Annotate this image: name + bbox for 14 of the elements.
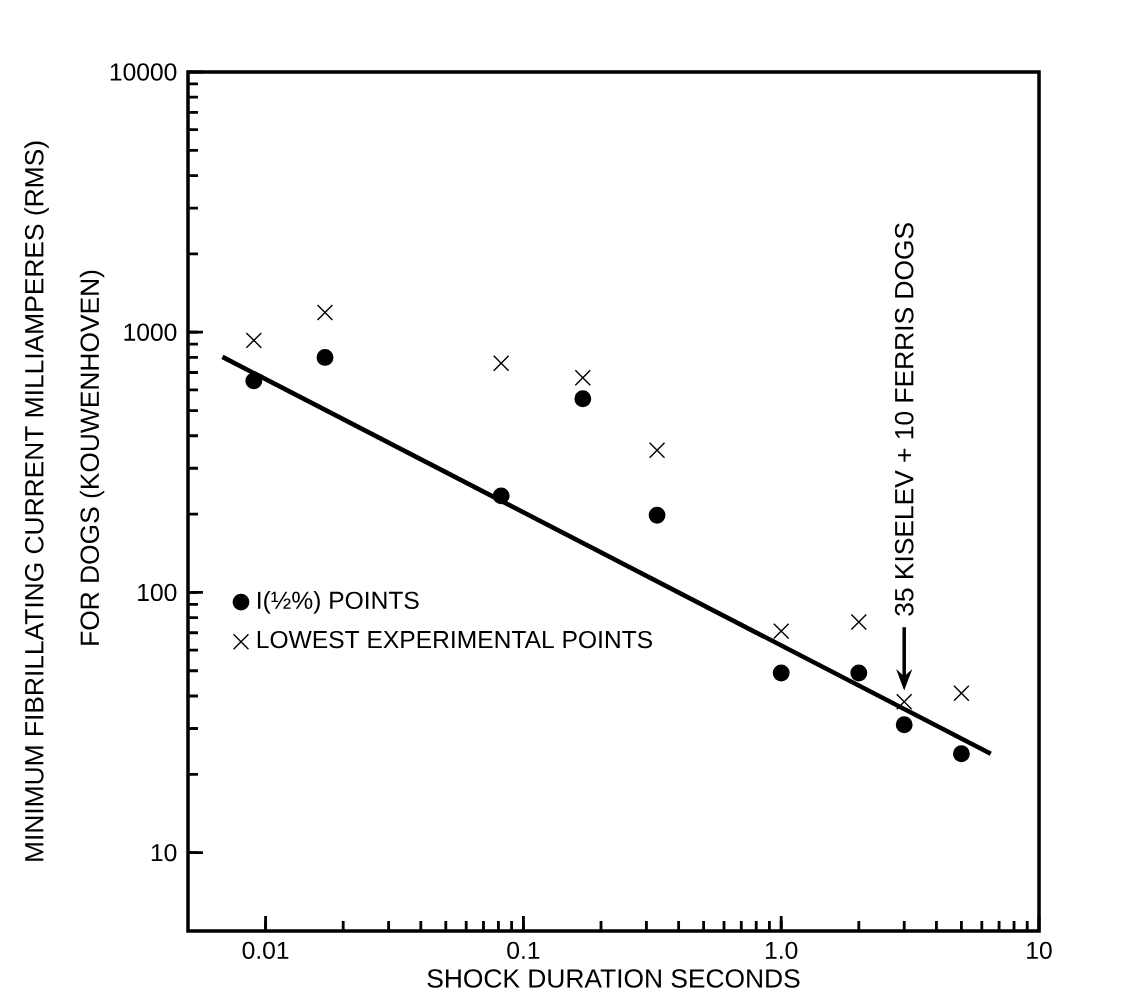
x-tick-label: 0.1 bbox=[507, 941, 540, 960]
legend-label: I(½%) POINTS bbox=[258, 590, 419, 614]
y-tick-label: 10 bbox=[151, 843, 177, 862]
x-tick-label: 0.01 bbox=[242, 941, 289, 960]
x-tick-label: 1.0 bbox=[765, 941, 798, 960]
x-axis-title: SHOCK DURATION SECONDS bbox=[427, 969, 800, 988]
legend-label: LOWEST EXPERIMENTAL POINTS bbox=[257, 630, 652, 649]
text: FOR DOGS (KOUWENHOVEN) bbox=[79, 270, 105, 645]
x-tick-label: 10 bbox=[1027, 941, 1052, 960]
annotation: 35 KISELEV + 10 FERRIS DOGS bbox=[894, 223, 914, 616]
y-tick-label: 100 bbox=[138, 583, 177, 602]
y-tick-label: 10000 bbox=[110, 63, 177, 81]
y-axis-title: MINIMUM FIBRILLATING CURRENT MILLIAMPERES (RMS) bbox=[24, 141, 49, 861]
y-tick-label: 1000 bbox=[124, 323, 177, 341]
